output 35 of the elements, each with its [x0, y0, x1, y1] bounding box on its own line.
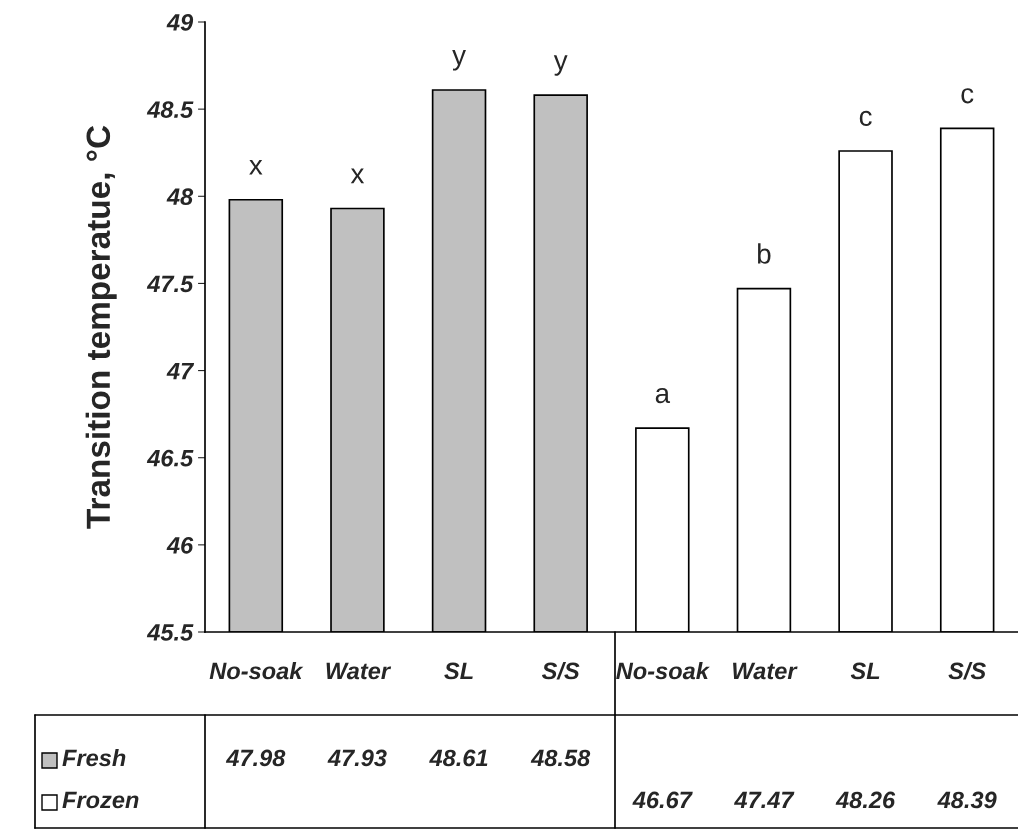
y-tick-label: 45.5: [146, 624, 194, 641]
y-tick-label: 47: [166, 362, 195, 380]
annotation: y: [553, 55, 568, 76]
annotation: b: [758, 243, 771, 264]
data-label: 48.58: [530, 749, 591, 767]
y-tick-label: 49: [166, 14, 194, 31]
x-tick-label: SL: [444, 662, 473, 680]
annotation: a: [655, 387, 671, 404]
y-tick-label: 47.5: [146, 275, 194, 293]
data-label: 48.61: [429, 749, 488, 767]
x-tick-label: SL: [850, 662, 880, 680]
annotation: x: [350, 168, 365, 184]
y-tick-label: 46.5: [146, 449, 194, 467]
y-tick-label: 46: [166, 536, 194, 554]
legend-label: Frozen: [62, 791, 139, 809]
data-label: 47.47: [734, 791, 795, 809]
x-tick-label: No-soak: [209, 661, 304, 680]
y-tick-label: 48: [166, 188, 194, 206]
data-label: 47.93: [327, 749, 387, 767]
x-tick-label: No-soak: [616, 661, 710, 680]
x-tick-label: Water: [326, 662, 392, 680]
y-axis-title: Transition temperatue, °C: [85, 125, 117, 529]
annotation: c: [961, 88, 974, 104]
annotation: x: [249, 159, 263, 175]
x-tick-label: S/S: [948, 661, 986, 680]
x-tick-label: Water: [733, 662, 798, 680]
annotation: c: [859, 110, 872, 127]
x-tick-label: S/S: [541, 661, 580, 680]
legend-label: Fresh: [62, 748, 126, 767]
annotation: y: [452, 50, 466, 71]
data-label: 46.67: [632, 791, 693, 809]
data-label: 48.26: [835, 791, 896, 809]
y-tick-label: 48.5: [146, 101, 194, 118]
data-label: 48.39: [937, 791, 997, 809]
data-label: 47.98: [225, 749, 286, 767]
